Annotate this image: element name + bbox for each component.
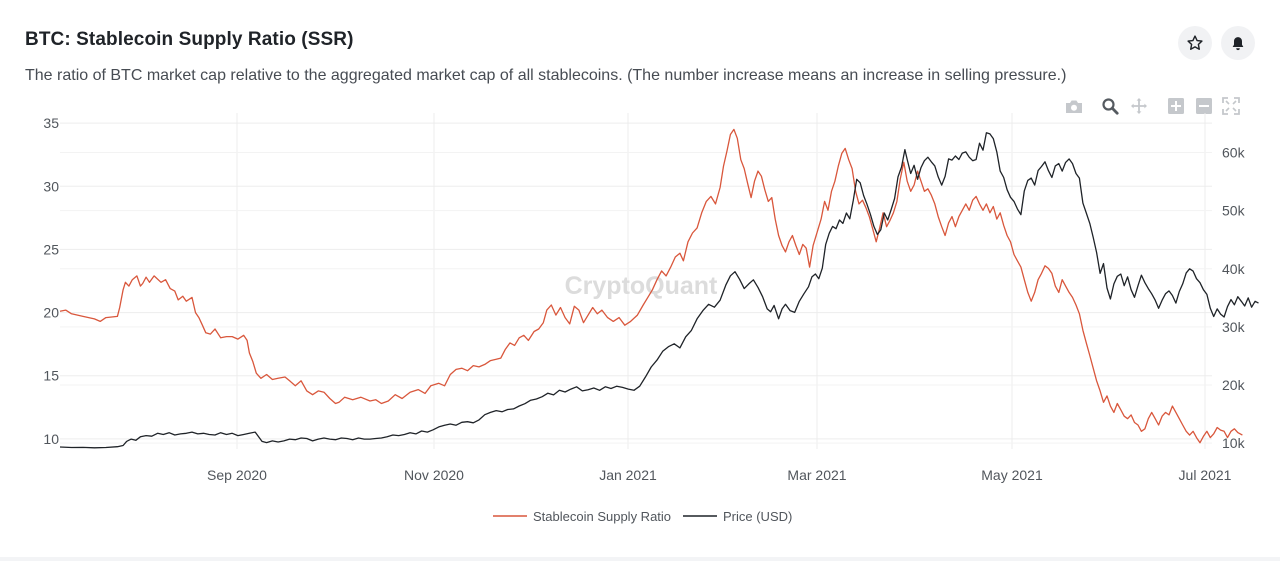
- y-right-tick-label: 60k: [1222, 145, 1246, 161]
- x-tick-label: Jul 2021: [1179, 467, 1232, 483]
- y-left-tick-label: 10: [43, 431, 59, 447]
- grid: [60, 113, 1212, 449]
- pan-icon: [1131, 98, 1147, 114]
- y-right-tick-label: 50k: [1222, 203, 1246, 219]
- zoom-in-icon: [1168, 98, 1184, 114]
- watermark: CryptoQuant: [565, 272, 718, 300]
- y-left-tick-label: 35: [43, 115, 59, 131]
- legend: Stablecoin Supply Ratio Price (USD): [493, 509, 792, 524]
- y-left-tick-label: 20: [43, 305, 59, 321]
- x-tick-label: May 2021: [981, 467, 1043, 483]
- autoscale-icon: [1222, 97, 1240, 115]
- axis-ticks: Sep 2020 Nov 2020 Jan 2021 Mar 2021 May 2021…: [43, 115, 1245, 483]
- download-png-button[interactable]: [1064, 96, 1084, 116]
- y-right-tick-label: 20k: [1222, 377, 1246, 393]
- y-left-tick-label: 25: [43, 241, 59, 257]
- pan-button[interactable]: [1129, 96, 1149, 116]
- x-tick-label: Mar 2021: [787, 467, 846, 483]
- x-tick-label: Jan 2021: [599, 467, 657, 483]
- y-left-tick-label: 30: [43, 178, 59, 194]
- y-left-tick-label: 15: [43, 368, 59, 384]
- y-right-tick-label: 30k: [1222, 319, 1246, 335]
- zoom-button[interactable]: [1100, 96, 1120, 116]
- star-icon: [1187, 35, 1203, 50]
- y-right-tick-label: 10k: [1222, 435, 1246, 451]
- legend-label: Price (USD): [723, 509, 792, 524]
- legend-label: Stablecoin Supply Ratio: [533, 509, 671, 524]
- zoom-out-button[interactable]: [1194, 96, 1214, 116]
- chart-description: The ratio of BTC market cap relative to …: [25, 67, 1067, 84]
- chart-title: BTC: Stablecoin Supply Ratio (SSR): [25, 29, 354, 50]
- plot-series: [59, 128, 1259, 449]
- autoscale-button[interactable]: [1221, 96, 1241, 116]
- zoom-out-icon: [1196, 98, 1212, 114]
- x-tick-label: Sep 2020: [207, 467, 267, 483]
- ssr-line: [59, 128, 1243, 444]
- price-line: [59, 132, 1259, 449]
- bell-icon: [1232, 36, 1244, 50]
- zoom-in-button[interactable]: [1166, 96, 1186, 116]
- camera-icon: [1066, 100, 1082, 113]
- y-right-tick-label: 40k: [1222, 261, 1246, 277]
- alert-button[interactable]: [1221, 26, 1255, 60]
- x-tick-label: Nov 2020: [404, 467, 464, 483]
- favorite-button[interactable]: [1178, 26, 1212, 60]
- zoom-icon: [1102, 98, 1119, 115]
